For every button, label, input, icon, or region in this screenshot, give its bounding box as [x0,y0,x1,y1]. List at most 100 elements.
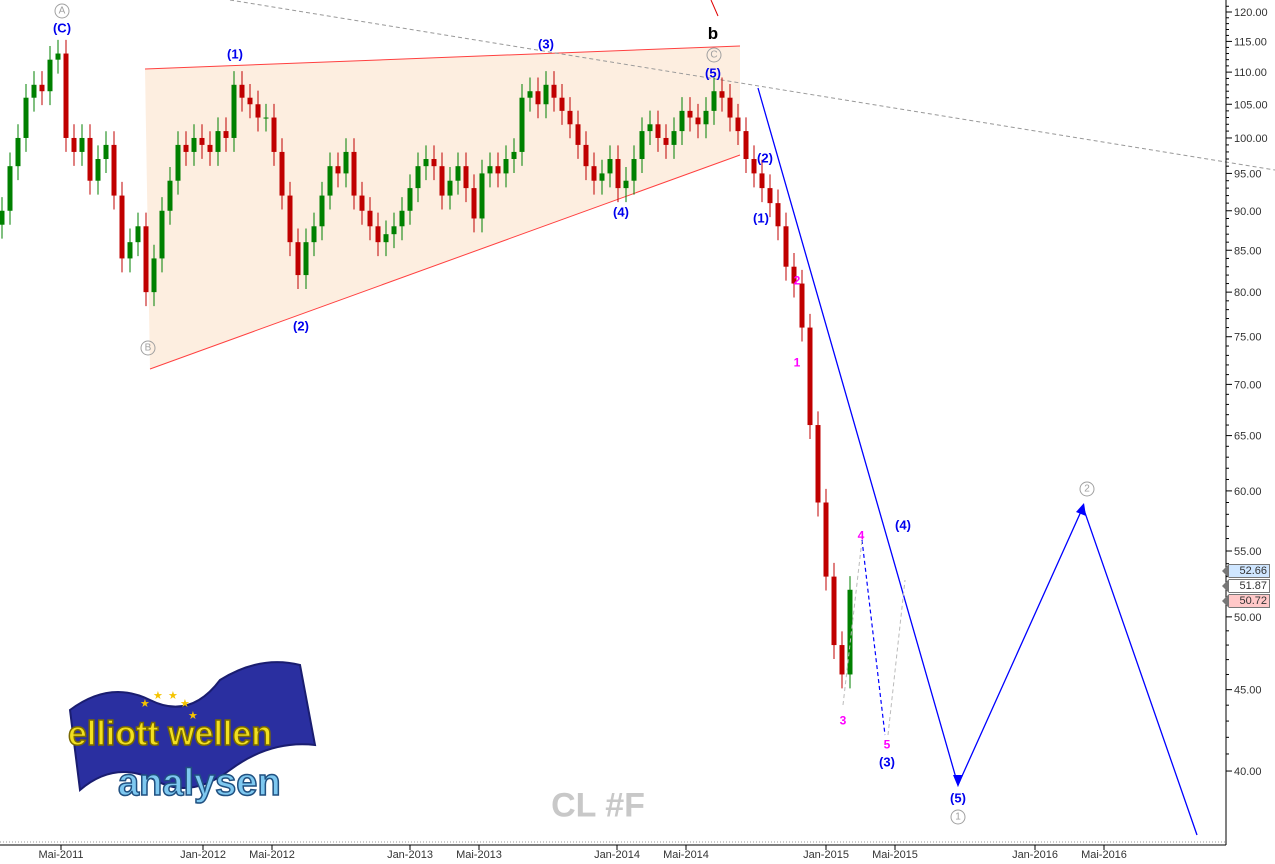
elliott-wellen-logo: ★ ★ ★ ★ ★ elliott wellen analysen [60,655,330,820]
wave-label: C [706,46,722,63]
candle-body [503,159,509,174]
x-tick-label: Jan-2013 [387,849,433,861]
wave-label: (3) [538,37,554,52]
candle-body [71,137,77,152]
y-tick-label: 40.00 [1234,766,1262,778]
wave-label-text: 5 [883,737,891,752]
candle-body [23,97,29,138]
candle-body [591,166,597,181]
projection-path [757,87,1198,836]
wave-label-text: 4 [857,528,865,543]
wave-label: b [708,24,718,44]
wave-label: 3 [840,713,847,728]
y-tick-label: 50.00 [1234,612,1262,624]
arrowhead [1076,503,1086,516]
candle-body [615,159,621,189]
wave-label-text: C [706,47,722,63]
candle-body [479,173,485,219]
candle-body [135,226,141,243]
wave-label-text: (5) [705,65,721,81]
wave-label-text: 3 [839,713,847,728]
svg-text:★: ★ [168,690,178,702]
candle-body [831,576,837,646]
wave-label: (1) [753,211,769,226]
projections [757,87,1198,836]
candle-body [567,110,573,125]
candle-body [351,151,357,196]
y-tick-label: 90.00 [1234,206,1262,218]
y-tick-label: 100.00 [1234,133,1268,145]
x-tick-label: Mai-2011 [38,849,83,861]
candle-body [303,242,309,276]
candle-body [519,97,525,152]
wave-label: (C) [53,21,71,36]
svg-text:★: ★ [180,698,190,710]
wave-label-text: (4) [613,204,629,220]
svg-text:★: ★ [188,710,198,722]
candle-body [327,166,333,196]
candle-body [655,124,661,138]
y-tick-label: 95.00 [1234,168,1262,180]
candle-body [703,110,709,125]
wave-label: 1 [794,355,801,370]
symbol-label: CL #F [551,786,645,825]
candle-body [607,159,613,174]
candle-body [775,203,781,227]
wave-label: (3) [879,755,895,770]
wave-label-text: (C) [52,20,72,36]
wave-label: (2) [757,151,773,166]
candle-body [511,151,517,160]
candle-body [807,327,813,426]
triangle-upper-line [144,45,741,70]
triangle-lower-line [149,154,741,370]
wave-label-text: (4) [895,517,911,533]
candle-body [823,502,829,577]
y-tick-label: 85.00 [1234,245,1262,257]
candle-body [839,645,845,675]
x-tick-label: Jan-2015 [803,849,849,861]
wave-label-text: 2 [793,273,801,288]
candle-body [143,226,149,293]
candle-body [127,242,133,259]
candle-body [583,144,589,167]
projection-dashed-gray [887,579,906,736]
x-tick-label: Mai-2016 [1081,849,1127,861]
wave-label-text: 1 [950,809,966,825]
candle-body [103,144,109,160]
x-tick-label: Jan-2012 [180,849,226,861]
logo-line2: analysen [118,762,281,804]
candle-body [223,131,229,138]
candle-body [543,84,549,105]
arrowhead [953,775,963,787]
candle-body [767,188,773,204]
candle-body [815,425,821,503]
candle-body [575,124,581,145]
projection-dashed [861,539,886,736]
candle-body [47,59,53,92]
candle-body [7,166,13,211]
candle-body [15,137,21,167]
candle-body [167,180,173,211]
candle-body [735,117,741,132]
wave-label: (5) [705,66,721,81]
y-tick-label: 55.00 [1234,546,1262,558]
candle-body [535,91,541,105]
y-tick-label: 75.00 [1234,332,1262,344]
candle-body [247,97,253,105]
candle-body [599,173,605,181]
candle-body [671,131,677,145]
y-tick-label: 120.00 [1234,7,1268,19]
wave-label: (2) [293,319,309,334]
candle-body [111,144,117,196]
candle-body [119,195,125,259]
candle-body [623,180,629,189]
y-tick-label: 60.00 [1234,486,1262,498]
candle-body [711,91,717,111]
trendline-dashed [229,0,1275,171]
candle-body [175,144,181,181]
candle-body [679,110,685,132]
candle-body [487,166,493,174]
logo-line1: elliott wellen [68,715,272,753]
price-marker: 50.72 [1222,594,1270,608]
candles [0,39,853,689]
